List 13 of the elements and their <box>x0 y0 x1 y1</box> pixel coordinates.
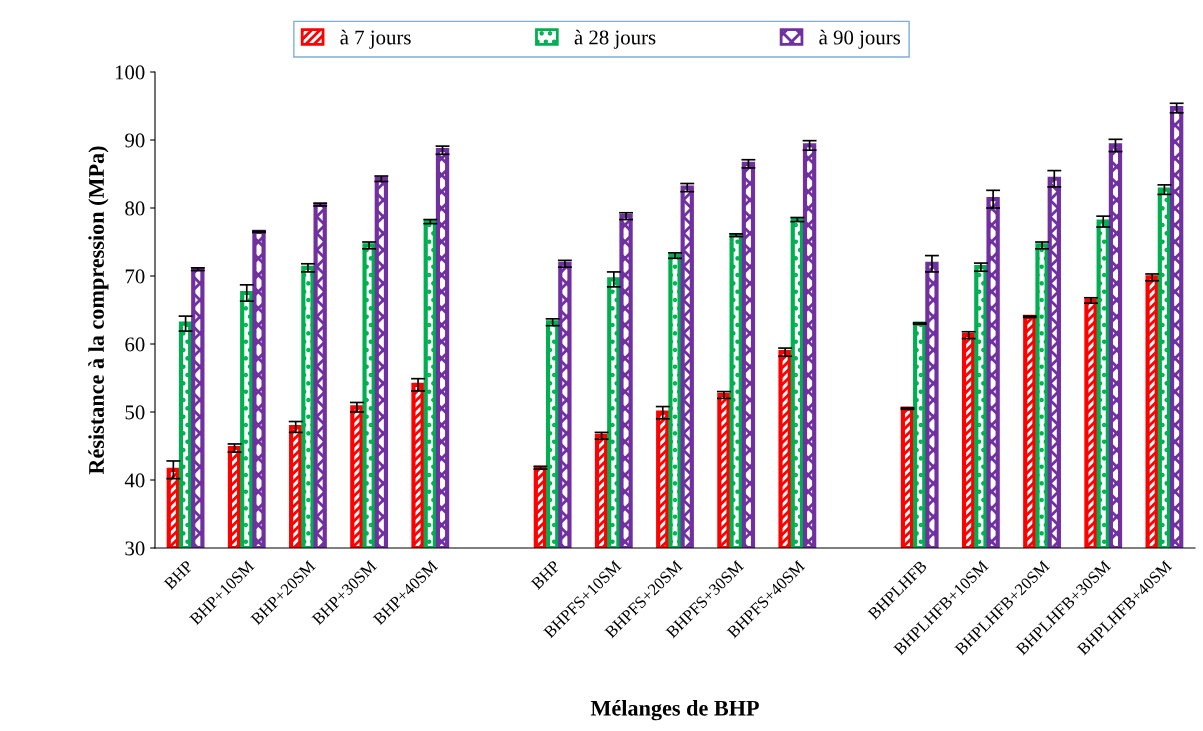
legend-label: à 90 jours <box>819 29 901 49</box>
y-tick-label: 80 <box>125 201 145 216</box>
y-tick-label: 40 <box>124 473 145 488</box>
y-tick-label: 50 <box>125 405 145 420</box>
y-tick-label: 30 <box>125 541 145 556</box>
legend-label: à 28 jours <box>574 29 656 49</box>
y-tick-label: 100 <box>115 65 145 80</box>
y-axis-title: Résistance à la compression (MPa) <box>88 146 109 475</box>
legend-label: à 7 jours <box>340 29 411 49</box>
y-tick-label: 90 <box>125 133 145 148</box>
y-tick-label: 60 <box>125 337 145 352</box>
y-tick-label: 70 <box>125 269 145 284</box>
x-axis-title: Mélanges de BHP <box>590 700 759 721</box>
